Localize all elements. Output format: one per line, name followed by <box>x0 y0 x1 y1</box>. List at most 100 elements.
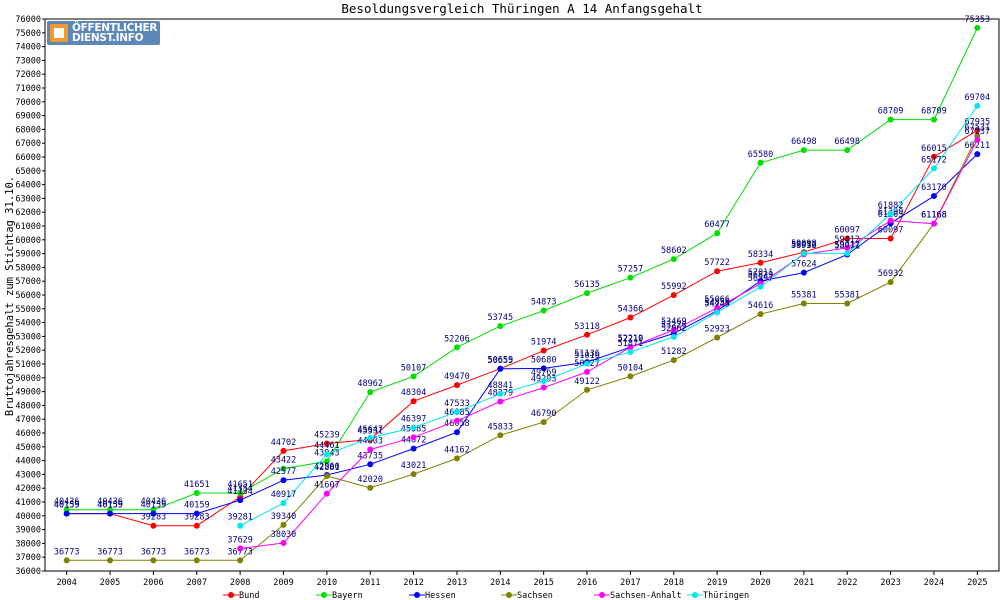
legend-label-sachsen: Sachsen <box>517 591 553 600</box>
data-point-sachsen-anhalt <box>714 304 721 311</box>
data-point-hessen <box>150 510 157 517</box>
x-tick-label: 2004 <box>56 578 76 588</box>
data-label-bund: 44702 <box>271 438 297 448</box>
y-tick-label: 72000 <box>15 70 41 80</box>
series-line-sachsen-anhalt <box>240 139 978 549</box>
legend-label-hessen: Hessen <box>425 591 456 600</box>
data-label-hessen: 43735 <box>357 451 383 461</box>
data-point-sachsen <box>237 557 244 564</box>
x-tick-label: 2024 <box>924 578 944 588</box>
y-tick-label: 38000 <box>15 539 41 549</box>
x-tick-label: 2025 <box>967 578 987 588</box>
data-label-sachsen: 51282 <box>661 347 687 357</box>
data-label-bayern: 66498 <box>791 137 817 147</box>
data-point-sachsen <box>540 419 547 426</box>
data-point-bayern <box>584 290 591 297</box>
y-tick-label: 62000 <box>15 208 41 218</box>
data-point-bund <box>974 127 981 134</box>
data-label-th-ringen: 61882 <box>878 201 904 211</box>
x-tick-label: 2023 <box>880 578 900 588</box>
data-point-bayern <box>280 465 287 472</box>
data-label-bund: 50659 <box>488 356 514 366</box>
y-tick-label: 69000 <box>15 112 41 122</box>
data-point-sachsen-anhalt <box>540 384 547 391</box>
data-point-th-ringen <box>237 522 244 529</box>
data-point-bund <box>844 235 851 242</box>
data-label-sachsen: 55381 <box>834 291 860 301</box>
data-point-th-ringen <box>453 408 460 415</box>
data-point-hessen <box>107 510 114 517</box>
data-point-bund <box>670 292 677 299</box>
data-label-th-ringen: 59012 <box>791 240 817 250</box>
data-point-sachsen <box>150 557 157 564</box>
data-label-sachsen: 39340 <box>271 512 297 522</box>
data-label-th-ringen: 48841 <box>488 381 514 391</box>
data-point-sachsen-anhalt <box>237 545 244 552</box>
data-label-sachsen-anhalt: 56829 <box>748 271 774 281</box>
y-axis-label: Bruttojahresgehalt zum Stichtag 31.10. <box>4 176 16 416</box>
data-point-sachsen-anhalt <box>280 539 287 546</box>
y-tick-label: 44000 <box>15 457 41 467</box>
logo-icon <box>50 24 68 42</box>
series-line-bayern <box>66 27 978 511</box>
data-label-hessen: 63170 <box>921 183 947 193</box>
legend-marker-sachsen <box>506 592 512 598</box>
data-label-bund: 59098 <box>791 239 817 249</box>
data-point-sachsen <box>584 386 591 393</box>
data-point-bayern <box>887 116 894 123</box>
y-tick-label: 47000 <box>15 415 41 425</box>
data-label-sachsen: 36773 <box>97 547 123 557</box>
data-point-sachsen-anhalt <box>584 368 591 375</box>
data-point-sachsen <box>453 455 460 462</box>
data-label-th-ringen: 65172 <box>921 155 947 165</box>
data-point-th-ringen <box>584 360 591 367</box>
data-point-th-ringen <box>757 283 764 290</box>
data-point-hessen <box>930 193 937 200</box>
data-label-hessen: 50680 <box>531 355 557 365</box>
data-label-bund: 55992 <box>661 282 687 292</box>
x-tick-label: 2016 <box>577 578 597 588</box>
data-point-hessen <box>367 461 374 468</box>
data-label-bund: 40159 <box>97 501 123 511</box>
data-label-hessen: 51136 <box>574 349 600 359</box>
y-tick-label: 71000 <box>15 84 41 94</box>
data-point-bund <box>150 522 157 529</box>
data-label-bund: 48304 <box>401 388 427 398</box>
data-label-hessen: 54856 <box>704 298 730 308</box>
y-tick-label: 39000 <box>15 526 41 536</box>
data-label-hessen: 40159 <box>184 501 210 511</box>
x-tick-label: 2011 <box>360 578 380 588</box>
data-point-th-ringen <box>280 500 287 507</box>
data-label-sachsen: 54616 <box>748 301 774 311</box>
data-label-bayern: 48962 <box>357 379 383 389</box>
data-point-th-ringen <box>930 165 937 172</box>
data-label-hessen: 40159 <box>54 501 80 511</box>
y-tick-label: 52000 <box>15 346 41 356</box>
y-tick-label: 61000 <box>15 222 41 232</box>
x-tick-label: 2019 <box>707 578 727 588</box>
data-point-sachsen-anhalt <box>367 446 374 453</box>
x-tick-label: 2014 <box>490 578 510 588</box>
data-label-th-ringen: 51016 <box>574 351 600 361</box>
y-tick-label: 40000 <box>15 512 41 522</box>
data-label-sachsen: 49122 <box>574 377 600 387</box>
data-label-hessen: 42960 <box>314 462 340 472</box>
data-point-sachsen <box>670 357 677 364</box>
y-tick-label: 54000 <box>15 319 41 329</box>
logo: ÖFFENTLICHER DIENST.INFO <box>47 21 160 45</box>
data-point-bayern <box>670 256 677 263</box>
data-label-hessen: 44872 <box>401 436 427 446</box>
data-point-sachsen <box>627 373 634 380</box>
data-label-hessen: 41134 <box>227 487 253 497</box>
data-point-bayern <box>237 490 244 497</box>
y-tick-label: 37000 <box>15 553 41 563</box>
data-point-bayern <box>930 116 937 123</box>
data-label-bayern: 65580 <box>748 150 774 160</box>
data-point-sachsen-anhalt <box>627 344 634 351</box>
data-point-sachsen <box>63 557 70 564</box>
data-point-bund <box>930 153 937 160</box>
data-label-sachsen-anhalt: 55066 <box>704 295 730 305</box>
x-tick-label: 2013 <box>447 578 467 588</box>
data-label-bayern: 40436 <box>97 497 123 507</box>
legend-label-th-ringen: Thüringen <box>703 591 749 600</box>
